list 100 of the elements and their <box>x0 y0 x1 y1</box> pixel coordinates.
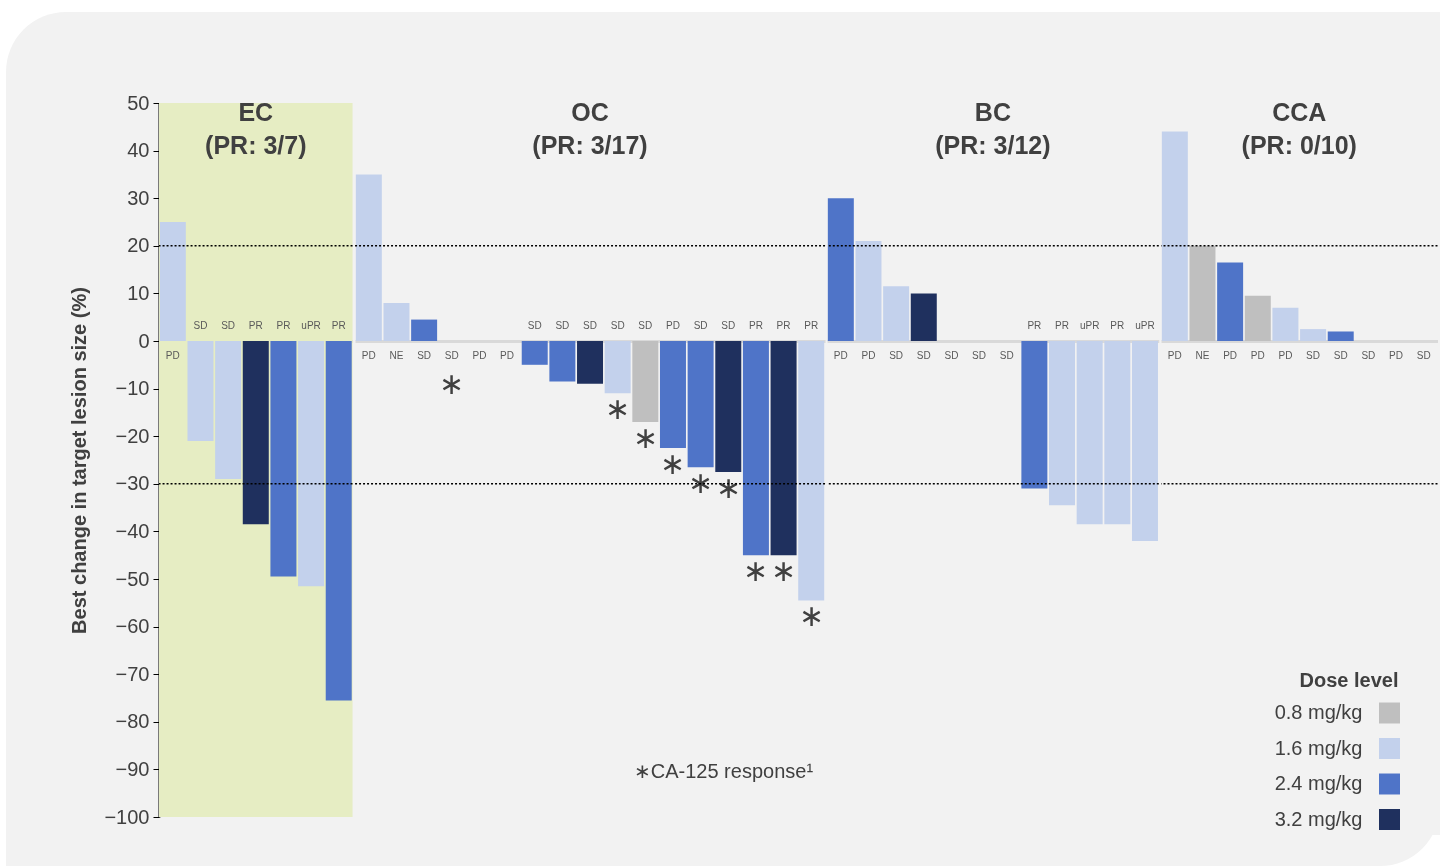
bar <box>855 241 882 341</box>
x-tick-label: SD <box>555 320 570 331</box>
x-tick-label: SD <box>417 350 432 361</box>
bar <box>687 341 714 468</box>
x-tick-label: PD <box>1389 350 1403 361</box>
legend-title: Dose level <box>1299 669 1399 691</box>
bar <box>604 341 631 394</box>
text: (PR: 3/17) <box>532 131 648 159</box>
y-tick-label: 20 <box>127 234 150 257</box>
annotation: ∗CA-125 response¹ <box>633 760 814 782</box>
y-tick-label: 50 <box>127 91 150 114</box>
x-tick-label: SD <box>889 350 904 361</box>
y-tick-label: −50 <box>115 567 150 590</box>
x-tick-label: SD <box>221 320 236 331</box>
x-tick-label: PR <box>276 320 291 331</box>
text: (PR: 3/12) <box>935 131 1051 159</box>
y-tick-label: −80 <box>115 710 150 733</box>
x-tick-label: PD <box>1250 350 1265 361</box>
x-tick-label: uPR <box>1135 320 1155 331</box>
bar <box>770 341 797 556</box>
bar <box>742 341 769 556</box>
bar <box>659 341 686 449</box>
x-tick-label: SD <box>972 350 987 361</box>
x-tick-label: PR <box>776 320 791 331</box>
x-tick-label: SD <box>583 320 597 331</box>
x-tick-label: uPR <box>301 320 321 331</box>
bar <box>1327 331 1354 341</box>
x-tick-label: SD <box>999 350 1014 361</box>
bar <box>910 293 937 341</box>
x-tick-label: SD <box>1361 350 1376 361</box>
y-tick-label: −20 <box>115 424 150 447</box>
y-tick-label: 0 <box>138 329 150 352</box>
data-label: ∗ <box>660 447 686 481</box>
x-tick-label: SD <box>193 320 208 331</box>
text: (PR: 3/7) <box>205 131 307 159</box>
x-tick-label: PD <box>500 350 515 361</box>
data-label: ∗ <box>771 554 797 588</box>
x-tick-label: PD <box>833 350 848 361</box>
legend-label: 2.4 mg/kg <box>1274 772 1363 794</box>
y-tick-label: 10 <box>127 281 150 304</box>
x-tick-label: PR <box>331 320 346 331</box>
x-tick-label: PD <box>1167 350 1182 361</box>
x-tick-label: PR <box>1110 320 1125 331</box>
data-label: ∗ <box>605 392 631 426</box>
x-tick-label: PR <box>748 320 763 331</box>
x-tick-label: NE <box>1195 350 1210 361</box>
x-tick-label: NE <box>389 350 404 361</box>
x-tick-label: SD <box>944 350 959 361</box>
y-tick-label: −10 <box>115 377 150 400</box>
y-tick-label: −70 <box>115 662 150 685</box>
x-tick-label: PR <box>804 320 819 331</box>
chart-title: BC <box>974 98 1011 126</box>
y-tick-label: −30 <box>115 472 150 495</box>
x-tick-label: PD <box>472 350 487 361</box>
data-label: ∗ <box>439 367 465 400</box>
x-tick-label: PR <box>1055 320 1069 331</box>
x-tick-label: PD <box>361 350 376 361</box>
x-tick-label: SD <box>1306 350 1321 361</box>
data-label: ∗ <box>743 554 769 588</box>
bar <box>1217 262 1244 341</box>
y-tick-label: −40 <box>115 519 150 542</box>
data-label: ∗ <box>688 466 714 500</box>
legend-label: 0.8 mg/kg <box>1274 701 1363 723</box>
x-tick-label: SD <box>610 320 625 331</box>
bar <box>577 341 604 384</box>
data-label: ∗ <box>798 599 824 633</box>
x-tick-label: SD <box>638 320 653 331</box>
x-tick-label: SD <box>444 350 459 361</box>
x-tick-label: SD <box>1333 350 1348 361</box>
x-tick-label: uPR <box>1079 320 1100 331</box>
chart-title: EC <box>238 98 274 126</box>
x-tick-label: PR <box>1027 320 1042 331</box>
x-tick-label: PD <box>861 350 876 361</box>
bar <box>1131 341 1158 541</box>
data-label: ∗ <box>715 470 741 504</box>
x-tick-label: SD <box>693 320 708 331</box>
x-tick-label: PR <box>248 320 263 331</box>
x-tick-label: SD <box>1416 350 1431 361</box>
bar <box>1189 245 1216 341</box>
bar <box>632 341 659 422</box>
bar <box>1161 131 1188 341</box>
chart-title: CCA <box>1272 98 1327 126</box>
y-tick-label: 40 <box>127 139 150 162</box>
bar <box>798 341 825 601</box>
bar <box>715 341 742 472</box>
y-tick-label: −60 <box>115 615 150 638</box>
x-tick-label: SD <box>527 320 542 331</box>
y-tick-label: 30 <box>127 186 150 209</box>
x-tick-label: PD <box>165 350 180 361</box>
x-tick-label: PD <box>666 320 680 331</box>
x-tick-label: PD <box>1278 350 1293 361</box>
bar <box>1272 307 1299 341</box>
x-tick-label: SD <box>916 350 931 361</box>
bar <box>1300 329 1327 341</box>
y-tick-label: −100 <box>104 805 150 828</box>
y-tick-label: −90 <box>115 757 150 780</box>
bar <box>1244 295 1271 341</box>
bar <box>883 286 910 341</box>
legend-label: 3.2 mg/kg <box>1274 807 1363 830</box>
x-tick-label: SD <box>721 320 736 331</box>
